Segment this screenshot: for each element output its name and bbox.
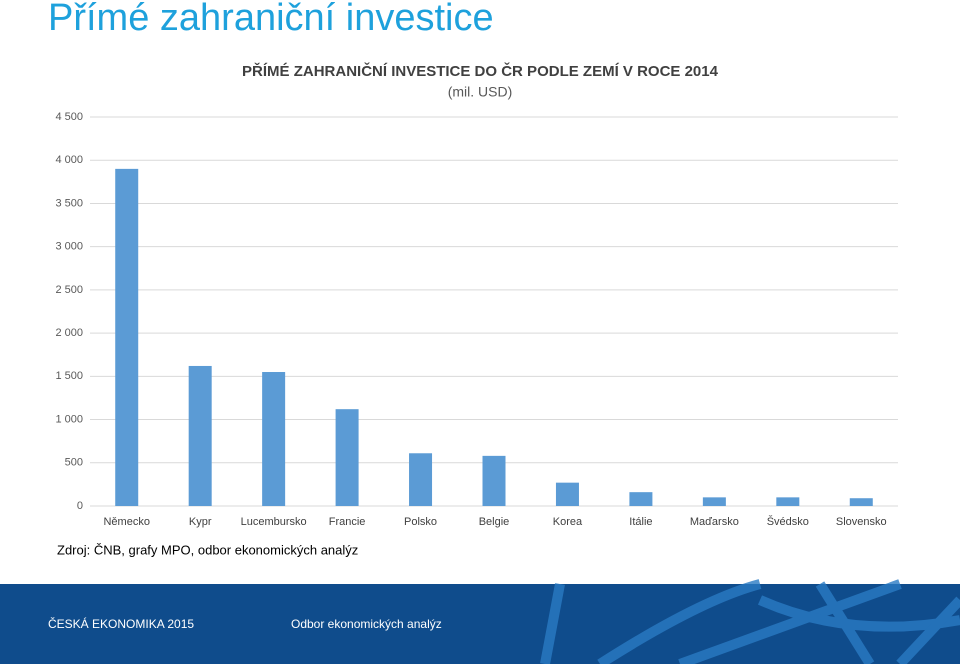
footer-decor bbox=[540, 579, 960, 664]
bar bbox=[409, 453, 433, 506]
x-tick-label: Polsko bbox=[404, 516, 437, 528]
x-tick-label: Korea bbox=[553, 516, 583, 528]
footer-left: ČESKÁ EKONOMIKA 2015 bbox=[48, 616, 194, 631]
x-tick-label: Kypr bbox=[189, 516, 212, 528]
y-tick-label: 2 500 bbox=[55, 284, 83, 296]
chart-subtitle: (mil. USD) bbox=[448, 84, 513, 100]
x-tick-label: Lucembursko bbox=[241, 516, 307, 528]
x-tick-label: Švédsko bbox=[767, 515, 809, 528]
y-tick-label: 500 bbox=[65, 457, 83, 469]
bar bbox=[482, 455, 506, 506]
x-tick-label: Itálie bbox=[629, 516, 652, 528]
bar bbox=[262, 372, 286, 506]
y-tick-label: 4 000 bbox=[55, 154, 83, 166]
y-tick-label: 3 500 bbox=[55, 197, 83, 209]
y-tick-label: 3 000 bbox=[55, 241, 83, 253]
source: Zdroj: ČNB, grafy MPO, odbor ekonomickýc… bbox=[57, 542, 358, 557]
bar bbox=[188, 365, 212, 506]
slide-heading: Přímé zahraniční investice bbox=[48, 0, 494, 39]
bar bbox=[629, 492, 653, 506]
y-tick-label: 2 000 bbox=[55, 327, 83, 339]
footer-center: Odbor ekonomických analýz bbox=[291, 617, 442, 631]
x-tick-label: Slovensko bbox=[836, 516, 887, 528]
y-tick-label: 4 500 bbox=[55, 111, 83, 123]
bar bbox=[849, 498, 873, 506]
y-tick-label: 0 bbox=[77, 500, 83, 512]
chart-title: PŘÍMÉ ZAHRANIČNÍ INVESTICE DO ČR PODLE Z… bbox=[242, 62, 719, 80]
x-tick-label: Maďarsko bbox=[690, 516, 739, 528]
bar bbox=[115, 168, 139, 506]
bar bbox=[555, 482, 579, 506]
y-tick-label: 1 000 bbox=[55, 413, 83, 425]
bar bbox=[335, 409, 359, 506]
x-tick-label: Německo bbox=[103, 516, 149, 528]
x-tick-label: Belgie bbox=[479, 516, 510, 528]
bar bbox=[776, 497, 800, 506]
footer: ČESKÁ EKONOMIKA 2015 Odbor ekonomických … bbox=[0, 579, 960, 664]
x-tick-label: Francie bbox=[329, 516, 366, 528]
y-tick-label: 1 500 bbox=[55, 370, 83, 382]
bar bbox=[702, 497, 726, 506]
